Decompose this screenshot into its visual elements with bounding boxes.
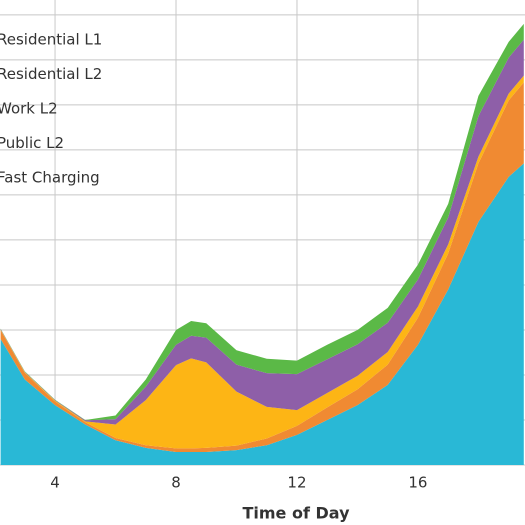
area bbox=[0, 163, 524, 465]
x-tick-label: 12 bbox=[287, 474, 306, 492]
x-tick-label: 4 bbox=[50, 474, 60, 492]
area bbox=[0, 75, 524, 449]
x-tick-label: 16 bbox=[408, 474, 427, 492]
legend-label: Work L2 bbox=[0, 100, 58, 118]
legend-label: Fast Charging bbox=[0, 169, 100, 187]
legend-label: Residential L2 bbox=[0, 65, 102, 83]
area bbox=[0, 39, 524, 425]
legend-label: Public L2 bbox=[0, 134, 64, 152]
x-axis-label: Time of Day bbox=[242, 504, 350, 523]
legend-label: Residential L1 bbox=[0, 31, 102, 49]
area bbox=[0, 82, 524, 452]
x-tick-label: 8 bbox=[171, 474, 181, 492]
